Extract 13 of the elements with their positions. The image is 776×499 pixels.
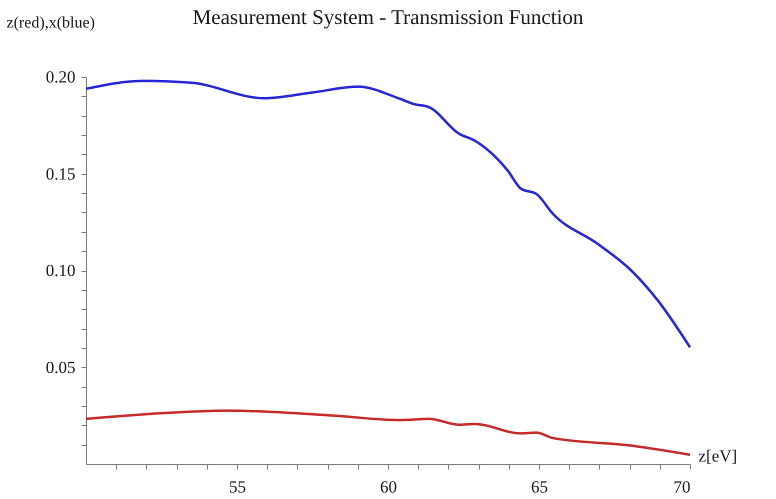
- line-series: [84, 80, 692, 349]
- x-tick-label: 65: [531, 478, 548, 496]
- y-tick-label: 0.10: [46, 261, 76, 280]
- x-tick-label: 70: [674, 478, 690, 496]
- line-series: [84, 409, 692, 456]
- y-tick-label: 0.15: [46, 164, 76, 184]
- y-axis-title: z(red),x(blue): [6, 14, 95, 32]
- x-axis-title: z[eV]: [698, 446, 738, 466]
- y-tick-label: 0.20: [46, 68, 76, 86]
- x-tick-label: 55: [229, 478, 246, 496]
- y-tick-label: 0.05: [46, 358, 76, 377]
- x-tick-label: 60: [380, 478, 397, 496]
- chart-title: Measurement System - Transmission Function: [192, 5, 584, 29]
